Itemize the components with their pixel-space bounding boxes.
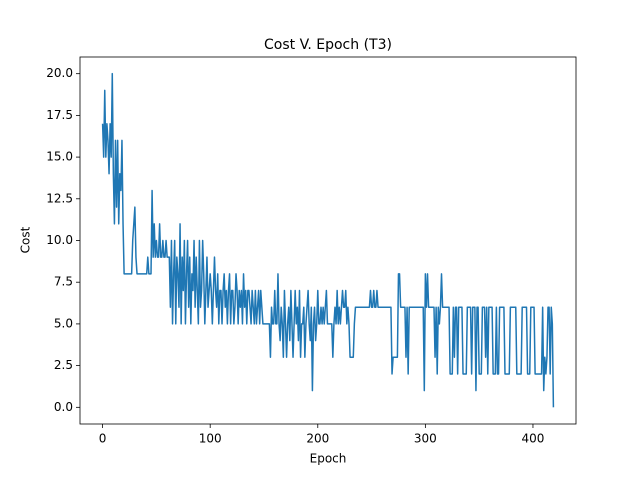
x-tick-label: 0 — [99, 432, 107, 446]
y-axis-label: Cost — [19, 226, 33, 253]
y-tick-label: 0.0 — [54, 400, 73, 414]
y-tick-label: 10.0 — [46, 233, 73, 247]
chart-title: Cost V. Epoch (T3) — [264, 37, 392, 53]
y-tick-label: 20.0 — [46, 66, 73, 80]
x-axis-label: Epoch — [310, 452, 347, 466]
y-tick-label: 15.0 — [46, 150, 73, 164]
x-tick-label: 300 — [414, 432, 437, 446]
y-tick-label: 12.5 — [46, 191, 73, 205]
x-tick-label: 400 — [522, 432, 545, 446]
y-tick-label: 2.5 — [54, 358, 73, 372]
y-tick-label: 17.5 — [46, 108, 73, 122]
x-tick-label: 100 — [199, 432, 222, 446]
line — [101, 72, 555, 408]
y-tick-label: 7.5 — [54, 275, 73, 289]
axes-frame — [79, 56, 577, 425]
y-tick-label: 5.0 — [54, 316, 73, 330]
x-tick-label: 200 — [306, 432, 329, 446]
